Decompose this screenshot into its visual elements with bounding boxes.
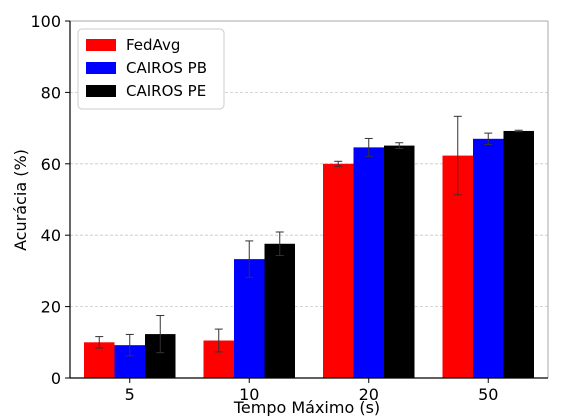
bar-cairos-pe-10 <box>264 243 295 378</box>
bars <box>84 130 534 378</box>
x-tick-label: 10 <box>239 385 259 404</box>
legend-swatch <box>86 85 116 97</box>
legend: FedAvg CAIROS PB CAIROS PE <box>77 28 225 110</box>
legend-label: CAIROS PE <box>126 82 206 100</box>
y-axis-label: Acurácia (%) <box>11 149 30 251</box>
y-tick-label: 0 <box>51 369 61 388</box>
y-tick-label: 60 <box>41 155 61 174</box>
legend-label: CAIROS PB <box>126 59 207 77</box>
bar-cairos-pe-20 <box>384 145 415 378</box>
bar-cairos-pb-50 <box>473 138 504 378</box>
y-tick-label: 100 <box>30 12 61 31</box>
legend-label: FedAvg <box>126 36 180 54</box>
legend-swatch <box>86 62 116 74</box>
bar-fedavg-20 <box>323 163 354 378</box>
x-tick-label: 5 <box>125 385 135 404</box>
error-bars <box>95 115 523 357</box>
y-tick-label: 40 <box>41 226 61 245</box>
bar-cairos-pb-20 <box>353 147 384 378</box>
bar-cairos-pb-10 <box>234 259 265 378</box>
y-axis-ticks: 0 20 40 60 80 100 <box>30 12 70 388</box>
legend-swatch <box>86 39 116 51</box>
x-tick-label: 20 <box>359 385 379 404</box>
x-tick-label: 50 <box>478 385 498 404</box>
y-tick-label: 80 <box>41 83 61 102</box>
x-axis-label: Tempo Máximo (s) <box>233 398 380 416</box>
x-axis-ticks: 5 10 20 50 <box>125 378 498 404</box>
y-tick-label: 20 <box>41 298 61 317</box>
bar-cairos-pe-50 <box>503 130 534 378</box>
axes <box>69 20 549 379</box>
